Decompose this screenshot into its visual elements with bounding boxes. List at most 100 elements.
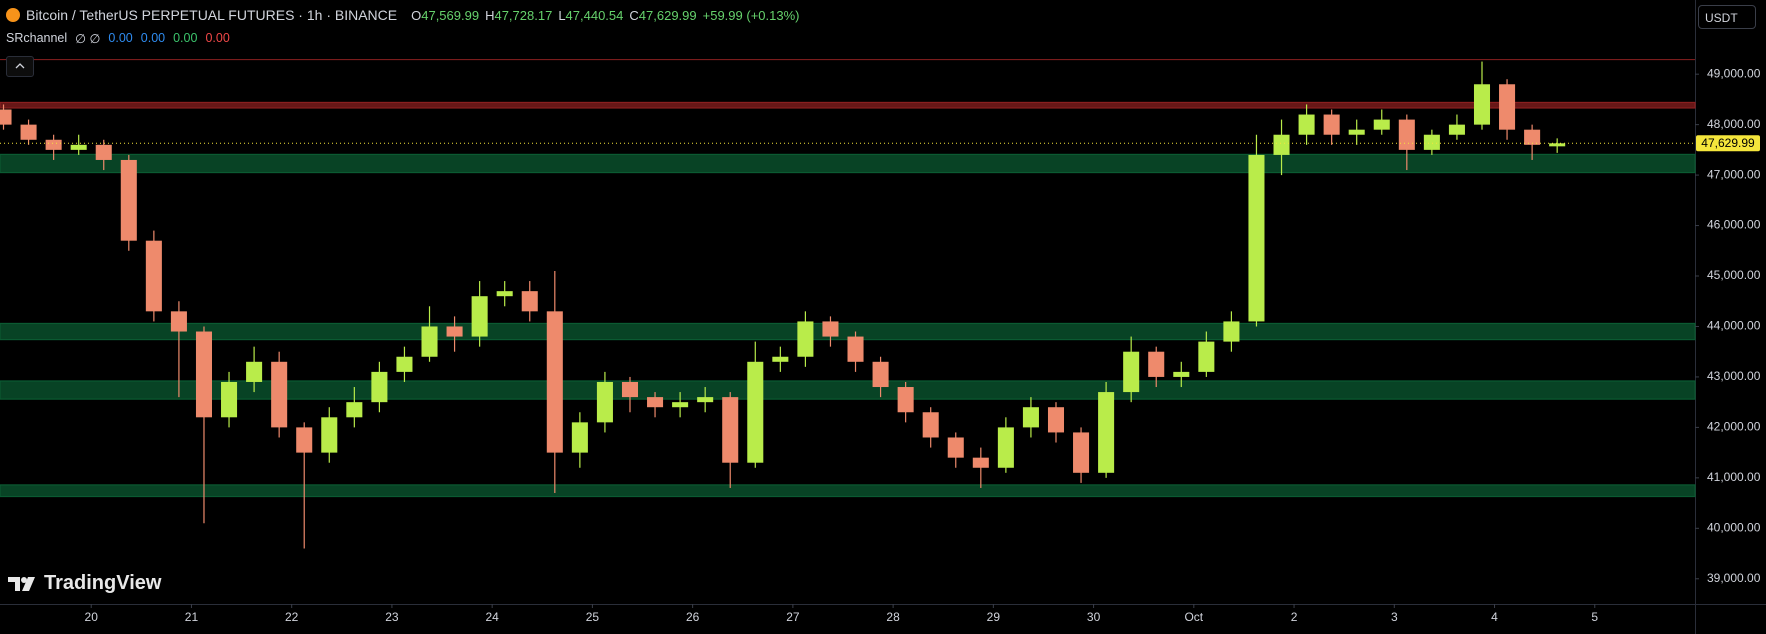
ohlc-item: C47,629.99 xyxy=(629,8,696,23)
candle-body xyxy=(1022,407,1039,428)
candle-body xyxy=(170,311,187,332)
last-price-label: 47,629.99 xyxy=(1701,136,1755,150)
ohlc-value: 47,629.99 xyxy=(638,7,697,23)
plot-area xyxy=(0,58,1696,549)
candle-body xyxy=(797,321,814,357)
candle-body xyxy=(70,144,87,150)
candle-body xyxy=(596,381,613,423)
x-tick-label: 24 xyxy=(485,610,499,624)
candle-body xyxy=(346,402,363,418)
y-tick-label: 44,000.00 xyxy=(1707,319,1761,333)
currency-button[interactable]: USDT xyxy=(1698,5,1756,29)
symbol-title[interactable]: Bitcoin / TetherUS PERPETUAL FUTURES · 1… xyxy=(26,7,398,23)
x-tick-label: 27 xyxy=(786,610,800,624)
x-tick-label: 4 xyxy=(1491,610,1498,624)
candle-body xyxy=(1473,84,1491,125)
candle-body xyxy=(972,457,989,468)
ohlc-label: L xyxy=(558,7,566,23)
candle-body xyxy=(1549,143,1566,147)
indicator-value: 0.00 xyxy=(205,31,230,45)
ohlc-label: H xyxy=(485,7,495,23)
candle-body xyxy=(822,321,839,337)
candle-body xyxy=(1323,114,1340,135)
candle-body xyxy=(1423,134,1440,150)
candle-body xyxy=(396,356,413,372)
ohlc-item: L47,440.54 xyxy=(558,8,623,23)
candle-body xyxy=(1098,392,1115,473)
candle-body xyxy=(421,326,438,357)
candle-body xyxy=(1524,129,1541,145)
candle-body xyxy=(496,291,513,297)
sr-zone xyxy=(0,101,1696,109)
candle-body xyxy=(321,417,338,453)
x-tick-label: 3 xyxy=(1391,610,1398,624)
candle-body xyxy=(521,291,538,312)
y-tick-label: 39,000.00 xyxy=(1707,571,1761,585)
x-tick-label: 29 xyxy=(987,610,1001,624)
candle-body xyxy=(1499,84,1516,130)
indicator-legend: SRchannel ∅ ∅ 0.00 0.00 0.00 0.00 xyxy=(6,31,230,46)
candle-body xyxy=(1223,321,1240,342)
ohlc-label: C xyxy=(629,7,639,23)
x-tick-label: 26 xyxy=(686,610,700,624)
x-tick-label: 5 xyxy=(1591,610,1598,624)
ohlc-value: 47,569.99 xyxy=(421,7,480,23)
candle-body xyxy=(621,381,639,398)
candle-body xyxy=(1398,119,1415,150)
ohlc-values: O47,569.99 H47,728.17 L47,440.54 C47,629.99 xyxy=(411,8,697,23)
x-tick-label: 25 xyxy=(586,610,600,624)
candle-body xyxy=(546,311,563,453)
candle-body xyxy=(772,356,789,362)
candle-body xyxy=(747,361,764,463)
indicator-value: 0.00 xyxy=(108,31,133,45)
candle-body xyxy=(672,402,689,408)
y-tick-label: 48,000.00 xyxy=(1707,117,1761,131)
candle-body xyxy=(897,387,914,413)
symbol-legend: Bitcoin / TetherUS PERPETUAL FUTURES · 1… xyxy=(6,7,799,23)
candle-body xyxy=(120,159,137,241)
symbol-icon xyxy=(6,8,20,22)
candle-body xyxy=(997,427,1014,468)
candle-body xyxy=(571,422,588,453)
candle-body xyxy=(271,361,288,428)
x-tick-label: 23 xyxy=(385,610,399,624)
sr-zone xyxy=(0,153,1696,174)
candle-body xyxy=(1348,129,1365,135)
candle-body xyxy=(246,361,263,382)
ohlc-item: H47,728.17 xyxy=(485,8,552,23)
candle-body xyxy=(1148,351,1165,377)
candle-body xyxy=(722,397,739,463)
x-tick-label: 28 xyxy=(886,610,900,624)
candle-body xyxy=(221,381,238,418)
y-tick-label: 47,000.00 xyxy=(1707,167,1761,181)
candle-body xyxy=(145,240,162,312)
indicator-name[interactable]: SRchannel xyxy=(6,31,68,45)
candle-body xyxy=(1198,341,1215,372)
y-tick-label: 43,000.00 xyxy=(1707,369,1761,383)
candle-body xyxy=(922,412,939,438)
y-tick-label: 42,000.00 xyxy=(1707,420,1761,434)
candle-body xyxy=(20,124,37,140)
collapse-icon xyxy=(15,63,25,69)
candle-body xyxy=(1448,124,1465,135)
candle-body xyxy=(195,331,213,418)
y-tick-label: 41,000.00 xyxy=(1707,470,1761,484)
ohlc-label: O xyxy=(411,7,422,23)
sr-zone xyxy=(0,380,1696,400)
candle-body xyxy=(872,361,889,388)
candle-body xyxy=(1298,114,1315,135)
candle-body xyxy=(947,437,964,458)
x-tick-label: Oct xyxy=(1184,610,1203,624)
candle-body xyxy=(371,371,388,403)
candle-body xyxy=(647,397,664,408)
x-tick-label: 22 xyxy=(285,610,299,624)
y-tick-label: 46,000.00 xyxy=(1707,218,1761,232)
x-tick-label: 30 xyxy=(1087,610,1101,624)
ohlc-value: 47,440.54 xyxy=(565,7,624,23)
y-tick-label: 49,000.00 xyxy=(1707,66,1761,80)
collapse-button[interactable] xyxy=(6,56,34,77)
indicator-value: 0.00 xyxy=(140,31,166,45)
candle-body xyxy=(1273,134,1290,155)
x-tick-label: 2 xyxy=(1291,610,1298,624)
